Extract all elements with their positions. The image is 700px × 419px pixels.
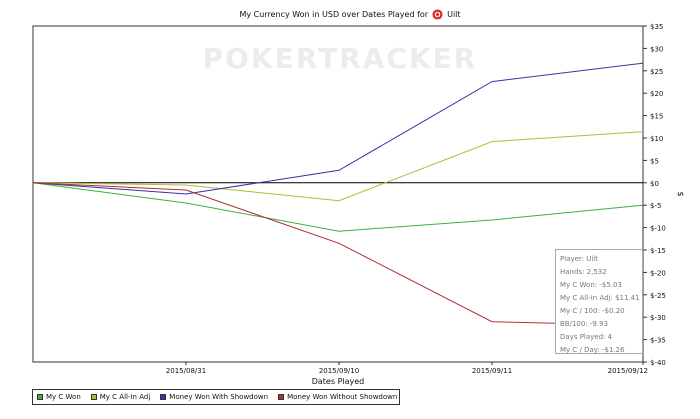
series-line-2 xyxy=(32,62,644,195)
y-tick-label: $-20 xyxy=(650,269,666,277)
y-axis-label: $ xyxy=(676,191,685,196)
legend-label: My C Won xyxy=(46,393,81,401)
x-tick-label: 2015/09/10 xyxy=(319,367,359,375)
y-tick-label: $0 xyxy=(650,180,659,188)
y-tick-label: $-5 xyxy=(650,202,661,210)
y-tick-label: $10 xyxy=(650,135,663,143)
x-axis: 2015/08/31 2015/09/10 2015/09/11 2015/09/12 xyxy=(166,362,648,375)
legend-swatch xyxy=(90,394,97,400)
y-tick-label: $-10 xyxy=(650,225,666,233)
legend-label: My C All-In Adj xyxy=(99,393,151,401)
legend-item-0: My C Won xyxy=(37,393,81,401)
legend-swatch xyxy=(278,394,285,400)
series-line-1 xyxy=(32,131,644,202)
x-tick-label: 2015/09/11 xyxy=(472,367,512,375)
stats-line-6: Days Played: 4 xyxy=(560,333,613,341)
legend-swatch xyxy=(37,394,43,400)
legend-item-2: Money Won With Showdown xyxy=(160,393,268,401)
series-line-3 xyxy=(32,182,644,326)
poker-chip-icon xyxy=(432,9,443,20)
stats-panel: Player: Uilt Hands: 2,532 My C Won: -$5.03… xyxy=(555,249,643,354)
y-tick-label: $-30 xyxy=(650,314,666,322)
stats-line-3: My C All-In Adj: $11.41 xyxy=(560,294,640,302)
legend-item-3: Money Won Without Showdown xyxy=(278,393,397,401)
legend-swatch xyxy=(160,394,167,400)
y-tick-label: $-35 xyxy=(650,337,666,345)
series-line-0 xyxy=(32,182,644,232)
chart-title-player: Uilt xyxy=(447,10,461,19)
chart-title: My Currency Won in USD over Dates Played… xyxy=(0,9,700,20)
x-tick-label: 2015/09/12 xyxy=(608,367,648,375)
stats-line-5: BB/100: -9.93 xyxy=(560,320,609,328)
stats-line-4: My C / 100: -$0.20 xyxy=(560,307,625,315)
x-axis-label: Dates Played xyxy=(312,377,365,386)
x-tick-label: 2015/08/31 xyxy=(166,367,206,375)
y-tick-label: $20 xyxy=(650,90,663,98)
legend-item-1: My C All-In Adj xyxy=(90,393,151,401)
y-tick-label: $25 xyxy=(650,68,663,76)
legend-label: Money Won Without Showdown xyxy=(287,393,398,401)
watermark-text: POKERTRACKER xyxy=(203,42,478,75)
y-tick-label: $5 xyxy=(650,157,659,165)
y-tick-label: $35 xyxy=(650,23,663,31)
y-tick-label: $-25 xyxy=(650,292,666,300)
y-axis: $35 $30 $25 $20 $15 $10 $5 $0 $-5 $-10 $-15 $-20 $-2… xyxy=(643,23,666,367)
y-tick-label: $-15 xyxy=(650,247,666,255)
chart-title-text: My Currency Won in USD over Dates Played… xyxy=(239,10,429,19)
y-tick-label: $30 xyxy=(650,45,663,53)
stats-line-2: My C Won: -$5.03 xyxy=(560,281,622,289)
stats-line-0: Player: Uilt xyxy=(560,255,599,263)
y-tick-label: $-40 xyxy=(650,359,666,367)
watermark: POKERTRACKER xyxy=(203,42,478,75)
stats-line-1: Hands: 2,532 xyxy=(560,268,607,276)
series-layer xyxy=(32,62,644,326)
y-tick-label: $15 xyxy=(650,113,663,121)
chart-legend: My C Won My C All-In Adj Money Won With Sh… xyxy=(32,389,400,405)
plot-area xyxy=(32,25,644,363)
legend-label: Money Won With Showdown xyxy=(169,393,269,401)
stats-line-7: My C / Day: -$1.26 xyxy=(560,346,625,354)
